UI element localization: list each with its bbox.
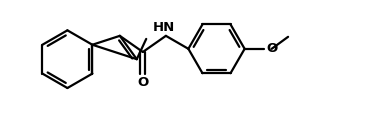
Text: HN: HN [153,21,175,34]
Text: O: O [266,42,277,55]
Text: O: O [137,76,149,89]
